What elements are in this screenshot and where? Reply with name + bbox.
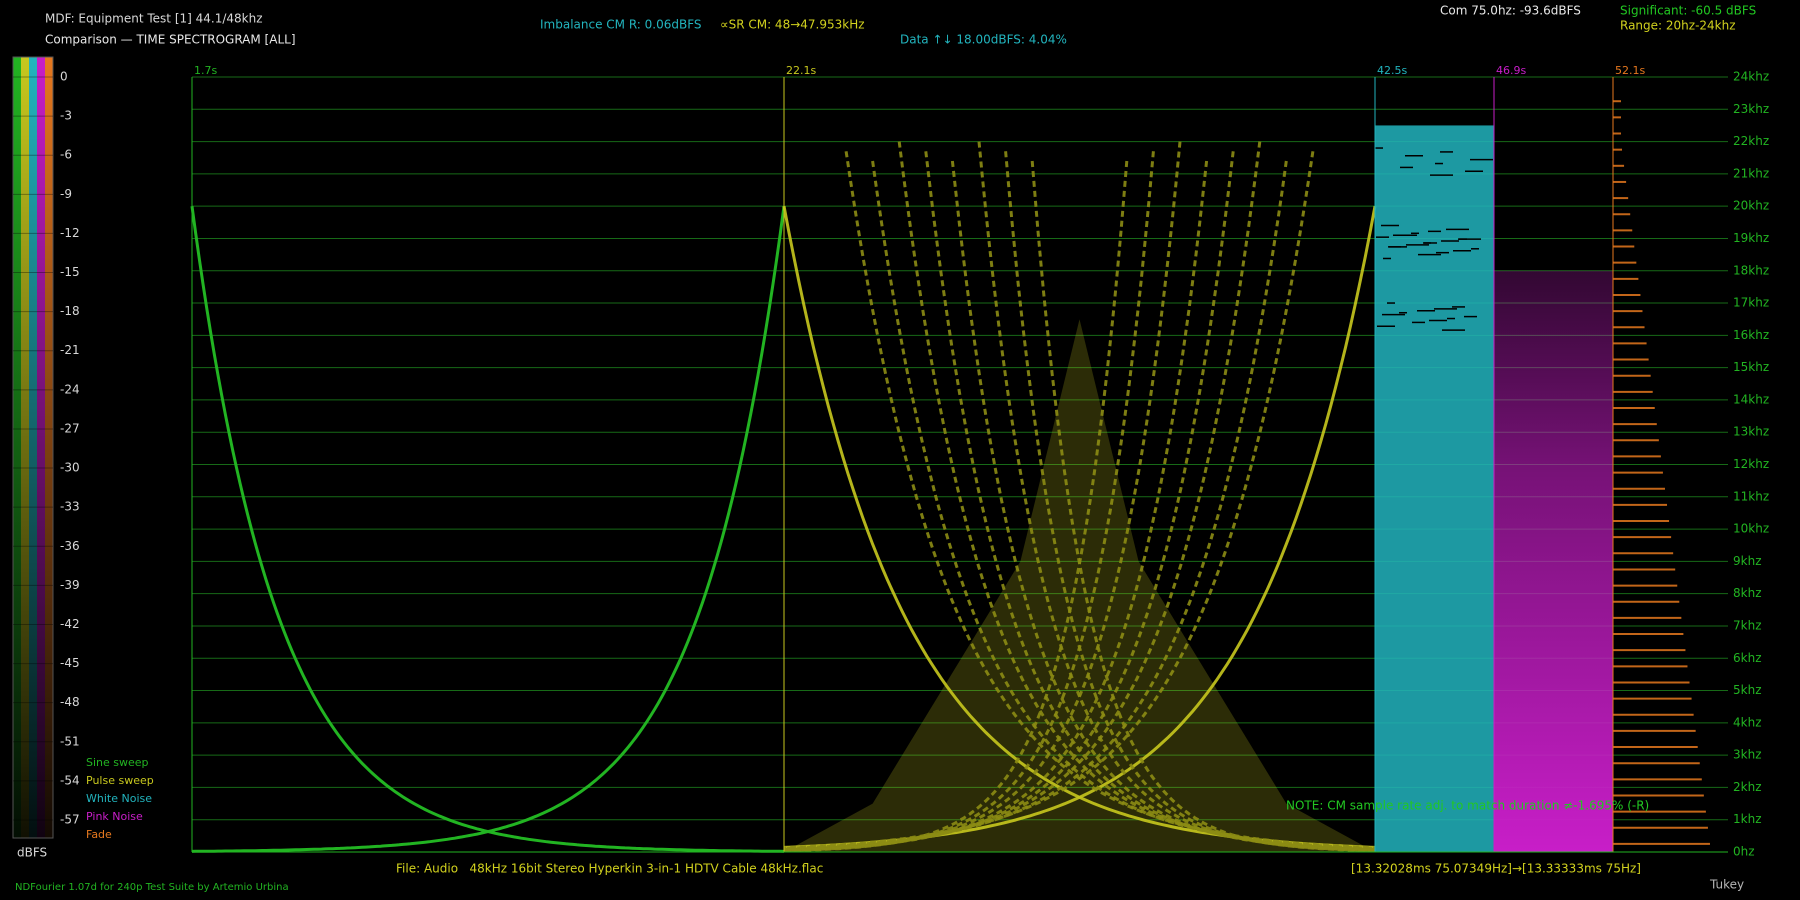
colorbar-tick-label: -33 — [60, 500, 80, 514]
y-tick-label: 9khz — [1733, 554, 1762, 568]
significant: Significant: -60.5 dBFS — [1620, 4, 1756, 18]
range: Range: 20hz-24khz — [1620, 19, 1736, 33]
colorbar-tick-label: -51 — [60, 734, 80, 748]
pulse-sweep-trace — [783, 141, 1182, 852]
colorbar-tick-label: -9 — [60, 187, 72, 201]
note: NOTE: CM sample rate adj. to match durat… — [1286, 799, 1649, 813]
y-tick-label: 5khz — [1733, 683, 1762, 697]
colorbar-tick-label: -21 — [60, 343, 80, 357]
y-tick-label: 3khz — [1733, 748, 1762, 762]
colorbar-tick-label: -36 — [60, 539, 80, 553]
y-tick-label: 1khz — [1733, 812, 1762, 826]
pulse-sweep-trace — [1004, 151, 1376, 852]
y-tick-label: 15khz — [1733, 360, 1769, 374]
pulse-sweep-trace — [1030, 160, 1376, 853]
y-tick-label: 22khz — [1733, 134, 1769, 148]
colorbar-tick-label: -18 — [60, 304, 80, 318]
legend-entry: Pulse sweep — [86, 774, 154, 787]
sine-sweep-trace — [191, 205, 786, 853]
legend-entry: White Noise — [86, 792, 152, 805]
window-name: Tukey — [1709, 878, 1744, 892]
y-tick-label: 21khz — [1733, 166, 1769, 180]
y-tick-label: 7khz — [1733, 618, 1762, 632]
colorbar-tick-label: -45 — [60, 656, 80, 670]
data-info: Data ↑↓ 18.00dBFS: 4.04% — [900, 33, 1067, 47]
colorbar-tick-label: 0 — [60, 70, 68, 84]
sample-rate: ∝SR CM: 48→47.953kHz — [720, 18, 865, 32]
colorbar-tick-label: -39 — [60, 578, 80, 592]
colorbar-tick-label: -42 — [60, 617, 80, 631]
pulse-sweep-trace — [783, 160, 1129, 853]
segment-start-label: 1.7s — [194, 64, 217, 77]
y-tick-label: 8khz — [1733, 586, 1762, 600]
colorbar-tick-label: -3 — [60, 109, 72, 123]
legend-entry: Fade — [86, 828, 112, 841]
imbalance: Imbalance CM R: 0.06dBFS — [540, 18, 702, 32]
y-tick-label: 13khz — [1733, 425, 1769, 439]
chart-title: Comparison — TIME SPECTROGRAM [ALL] — [45, 33, 296, 47]
white-noise-block — [1375, 125, 1494, 852]
pulse-sweep-trace — [977, 141, 1376, 852]
pulse-sweep-noise — [784, 319, 1375, 852]
segment-start-label: 22.1s — [786, 64, 816, 77]
y-tick-label: 18khz — [1733, 263, 1769, 277]
y-tick-label: 23khz — [1733, 102, 1769, 116]
colorbar-strip — [21, 57, 29, 838]
y-tick-label: 11khz — [1733, 489, 1769, 503]
legend-entry: Pink Noise — [86, 810, 143, 823]
y-tick-label: 19khz — [1733, 231, 1769, 245]
colorbar-strip — [45, 57, 53, 838]
common: Com 75.0hz: -93.6dBFS — [1440, 4, 1581, 18]
y-tick-label: 4khz — [1733, 715, 1762, 729]
colorbar-tick-label: -57 — [60, 813, 80, 827]
segment-start-label: 52.1s — [1615, 64, 1645, 77]
plot: 0hz 1khz 2khz 3khz 4khz 5khz 6khz 7khz 8khz 9khz 1… — [12, 56, 1769, 860]
segment-start-label: 42.5s — [1377, 64, 1407, 77]
y-tick-label: 14khz — [1733, 392, 1769, 406]
legend-entry: Sine sweep — [86, 756, 149, 769]
colorbar-tick-label: -12 — [60, 226, 80, 240]
y-tick-label: 10khz — [1733, 522, 1769, 536]
colorbar-tick-label: -54 — [60, 773, 80, 787]
colorbar-frame — [12, 56, 54, 839]
y-tick-label: 0hz — [1733, 845, 1755, 859]
file-name: File: Audio 48kHz 16bit Stereo Hyperkin … — [396, 862, 823, 876]
test-name: MDF: Equipment Test [1] 44.1/48khz — [45, 12, 263, 26]
y-tick-label: 24khz — [1733, 70, 1769, 84]
colorbar-strip — [37, 57, 45, 838]
credits: NDFourier 1.07d for 240p Test Suite by A… — [15, 882, 289, 893]
colorbar-tick-label: -48 — [60, 695, 80, 709]
frame-info: [13.32028ms 75.07349Hz]→[13.33333ms 75Hz… — [1351, 862, 1641, 876]
colorbar-tick-label: -30 — [60, 461, 80, 475]
colorbar-tick-label: -15 — [60, 265, 80, 279]
colorbar-strip — [29, 57, 37, 838]
colorbar-strip — [13, 57, 21, 838]
y-tick-label: 6khz — [1733, 651, 1762, 665]
segment-start-label: 46.9s — [1496, 64, 1526, 77]
colorbar-tick-label: -24 — [60, 382, 80, 396]
y-tick-label: 17khz — [1733, 296, 1769, 310]
colorbar-tick-label: -6 — [60, 148, 72, 162]
pink-noise-block — [1494, 270, 1613, 852]
y-tick-label: 20khz — [1733, 199, 1769, 213]
colorbar-tick-label: -27 — [60, 421, 80, 435]
colorbar-label: dBFS — [17, 846, 47, 860]
y-tick-label: 16khz — [1733, 328, 1769, 342]
y-tick-label: 12khz — [1733, 457, 1769, 471]
y-tick-label: 2khz — [1733, 780, 1762, 794]
